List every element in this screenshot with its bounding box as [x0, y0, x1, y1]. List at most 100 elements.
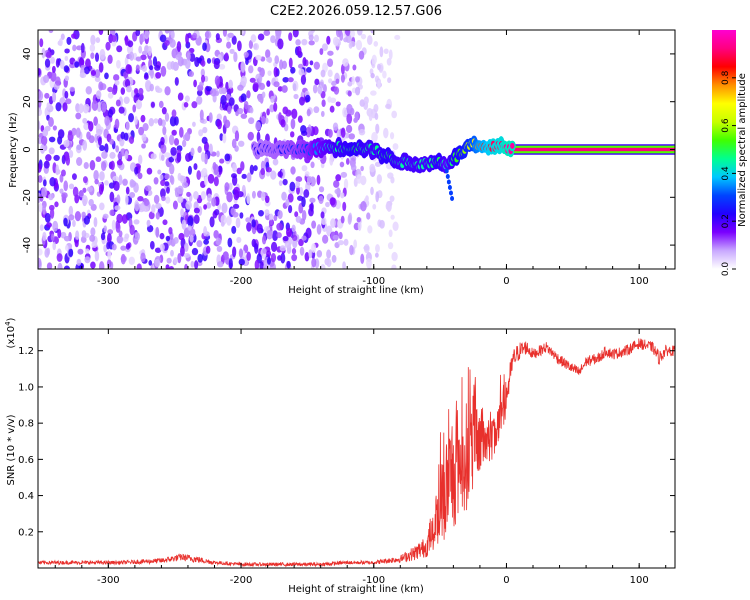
noise-blob: [290, 66, 296, 74]
noise-blob: [256, 223, 263, 234]
noise-blob: [63, 217, 68, 227]
noise-blob: [379, 219, 385, 229]
noise-blob: [76, 258, 82, 266]
noise-blob: [216, 245, 223, 252]
noise-blob: [180, 208, 184, 218]
noise-blob: [86, 186, 93, 193]
colorbar-tick-label: 0.8: [721, 70, 731, 85]
noise-blob: [238, 248, 244, 258]
noise-blob: [385, 103, 392, 109]
noise-blob: [59, 188, 64, 194]
noise-blob: [268, 213, 274, 221]
noise-blob: [128, 136, 135, 144]
noise-blob: [246, 90, 251, 99]
noise-blob: [103, 225, 108, 233]
noise-blob: [335, 174, 342, 182]
noise-blob: [377, 79, 381, 90]
noise-blob: [260, 191, 266, 202]
noise-blob: [44, 212, 51, 223]
noise-blob: [205, 202, 212, 209]
noise-blob: [290, 166, 296, 175]
noise-blob: [213, 60, 220, 70]
noise-blob: [146, 167, 153, 175]
noise-blob: [90, 261, 96, 269]
noise-blob: [143, 73, 149, 80]
noise-blob: [311, 243, 317, 254]
noise-blob: [321, 43, 328, 51]
noise-blob: [349, 244, 354, 256]
noise-blob: [162, 126, 167, 136]
noise-blob: [41, 187, 48, 198]
noise-blob: [278, 180, 283, 187]
snr-panel: -300 -200 -100 0 100 0.2 0.4 0.6 0.8 1.0 1.2 Heig…: [4, 317, 676, 595]
spectrogram-x-tick-label: -200: [230, 276, 253, 287]
noise-blob: [157, 169, 162, 175]
snr-x-tick-label: 0: [503, 575, 509, 586]
noise-blob: [50, 71, 57, 82]
noise-blob: [193, 79, 197, 88]
noise-blob: [345, 34, 352, 44]
noise-blob: [185, 153, 192, 162]
noise-blob: [170, 30, 175, 40]
noise-blob: [107, 249, 112, 260]
noise-blob: [299, 246, 305, 256]
noise-blob: [248, 65, 254, 74]
noise-blob: [94, 69, 101, 78]
snr-y-scale-prefix: (x10: [6, 326, 17, 349]
noise-blob: [107, 86, 114, 93]
noise-blob: [273, 81, 280, 88]
noise-blob: [95, 156, 102, 163]
noise-blob: [191, 247, 199, 256]
noise-blob: [228, 258, 233, 269]
snr-y-tick-label: 1.0: [18, 382, 34, 393]
spectrogram-y-tick-label: 20: [22, 95, 33, 108]
noise-blob: [69, 86, 75, 92]
noise-blob: [255, 121, 262, 131]
noise-blob: [62, 102, 68, 112]
noise-blob: [184, 95, 190, 102]
colorbar-tick-label: 0.2: [721, 214, 731, 228]
noise-blob: [213, 176, 219, 187]
noise-blob: [193, 214, 200, 225]
noise-blob: [124, 56, 129, 67]
noise-blob: [345, 30, 351, 37]
noise-blob: [298, 63, 304, 69]
noise-blob: [336, 129, 341, 140]
noise-blob: [291, 108, 298, 120]
noise-blob: [298, 96, 305, 106]
noise-blob: [243, 51, 249, 58]
noise-blob: [141, 65, 147, 72]
noise-blob: [214, 75, 220, 86]
noise-blob: [329, 105, 335, 113]
noise-blob: [55, 164, 60, 176]
noise-blob: [279, 245, 286, 252]
noise-blob: [285, 198, 290, 207]
noise-blob: [273, 66, 278, 78]
noise-blob: [149, 83, 154, 92]
noise-blob: [337, 240, 345, 246]
noise-blob: [347, 90, 352, 97]
noise-blob: [266, 250, 272, 258]
noise-blob: [43, 179, 47, 187]
noise-blob: [158, 100, 164, 109]
noise-blob: [68, 149, 74, 158]
noise-blob: [262, 248, 267, 255]
noise-blob: [128, 256, 135, 266]
colorbar-ticks: 0.0 0.2 0.4 0.6 0.8: [721, 70, 736, 276]
noise-blob: [314, 78, 320, 86]
noise-blob: [109, 209, 115, 216]
noise-blob: [354, 86, 361, 96]
noise-blob: [309, 197, 316, 203]
noise-blob: [276, 232, 282, 239]
noise-blob: [326, 249, 332, 259]
noise-blob: [121, 214, 128, 224]
noise-blob: [66, 36, 72, 45]
noise-blob: [280, 118, 286, 128]
noise-blob: [104, 180, 109, 186]
noise-blob: [38, 68, 41, 76]
noise-blob: [318, 195, 324, 205]
noise-blob: [161, 195, 166, 202]
noise-blob: [42, 231, 47, 242]
noise-blob: [164, 152, 171, 158]
noise-blob: [358, 128, 366, 136]
